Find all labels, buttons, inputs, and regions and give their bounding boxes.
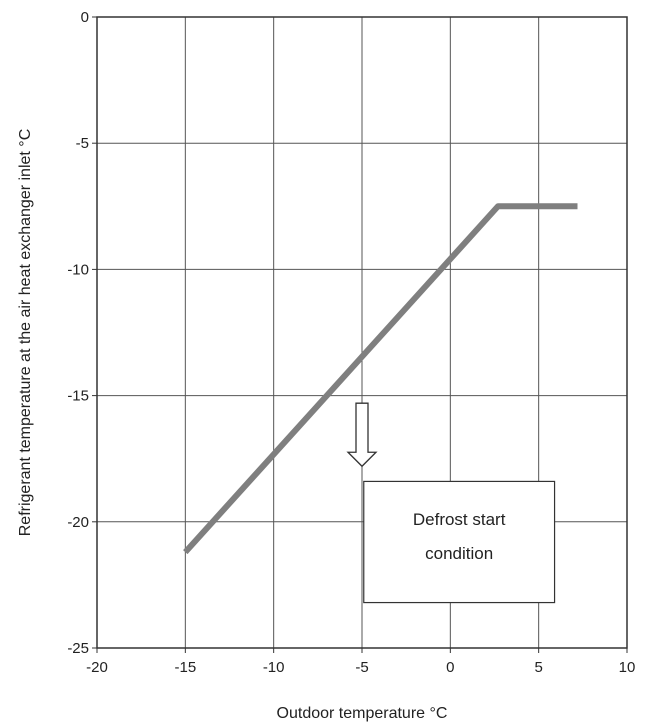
x-tick-label: 10 (619, 659, 636, 676)
grid (97, 17, 627, 648)
series (183, 203, 578, 555)
y-tick-label: -20 (67, 514, 89, 531)
x-tick-label: 0 (446, 659, 454, 676)
x-tick-label: -15 (174, 659, 196, 676)
x-tick-label: -10 (263, 659, 285, 676)
series-line (183, 203, 578, 555)
x-tick-label: -20 (86, 659, 108, 676)
y-tick-label: -10 (67, 261, 89, 278)
annotation-text-line: condition (425, 544, 493, 563)
y-tick-label: -15 (67, 388, 89, 405)
y-tick-label: -25 (67, 640, 89, 657)
x-axis-ticks: -20 -15 -10 -5 0 5 10 (86, 648, 635, 676)
y-axis-ticks: 0 -5 -10 -15 -20 -25 (67, 9, 97, 657)
down-arrow (346, 402, 378, 468)
annotation: Defrost start condition (346, 402, 556, 604)
x-axis-label: Outdoor temperature °C (277, 705, 448, 722)
y-tick-label: -5 (76, 135, 89, 152)
annotation-box (363, 480, 556, 604)
y-axis-label: Refrigerant temperature at the air heat … (17, 129, 34, 537)
annotation-text-line: Defrost start (413, 510, 506, 529)
y-tick-label: 0 (81, 9, 89, 26)
x-tick-label: 5 (534, 659, 542, 676)
x-tick-label: -5 (355, 659, 368, 676)
